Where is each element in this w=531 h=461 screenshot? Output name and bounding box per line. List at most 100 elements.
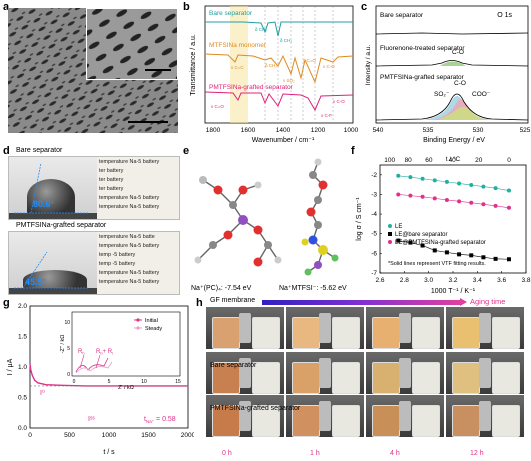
cond-fit-2 [398,240,509,260]
eis-label-rb: Rb [78,349,85,356]
eis-ytick-0: 0 [67,372,70,378]
xps-label-grafted: PMTFSINa-grafted separator [380,74,465,81]
wm-bare-4: temperature Na-5 battery [99,195,160,201]
xps-curve-grafted [375,93,529,121]
cond-point-0-0 [396,173,401,178]
ftir-legend-monomer: MTFSINa monomer [209,42,267,49]
eis-xlabel: Z' / kΩ [118,385,134,391]
cond-legend-le: LE [395,224,402,230]
ftir-tick-1600: 1600 [241,127,256,134]
cond-ytick-1: -3 [371,191,377,198]
eis-label-rbri: Rb+ Ri [96,349,113,356]
current-iss: Iˢˢ [88,416,95,423]
contact-photo-grafted: 45.5° temperature Na-5 batte temperature… [8,231,180,295]
ftir-legend-grafted: PMTFSINa-grafted separator [209,84,294,91]
cond-marks [396,173,511,262]
cond-legend-le-marker [388,224,392,228]
cond-point-1-9 [506,205,511,210]
aging-clip-0-2 [399,313,411,343]
xps-curve-fluorenone [375,60,529,67]
aging-clip-0-3 [479,313,491,343]
eis-xtick-5: 5 [108,379,111,385]
aging-vial-right-2-0 [252,405,280,437]
cond-ytick-4: -6 [371,250,377,257]
watermark-area-grafted: temperature Na-5 batte temperature Na-5 … [97,232,179,294]
cond-legend: LE LE@bare separator LE@PMTFSINa-grafted… [388,224,486,246]
aging-vial-left-1-1 [292,362,320,394]
current-i0: I⁰ [40,389,45,397]
current-y-ticks: 0.0 0.5 1.0 1.5 2.0 [18,303,27,432]
aging-vial-right-1-2 [412,362,440,394]
eis-curve-initial [75,357,109,373]
aging-clip-1-2 [399,358,411,388]
cond-top-label: t / °C [446,155,461,163]
cond-xtick-6: 3.8 [521,277,530,284]
eis-ytick-5: 5 [67,346,70,352]
eis-legend-initial: Initial [145,318,158,324]
cond-point-1-3 [432,196,437,201]
aging-clip-1-0 [239,358,251,388]
contact-label-grafted: PMTFSINa-grafted separator [16,222,107,229]
aging-vial-right-0-0 [252,317,280,349]
current-ytick-3: 1.5 [18,334,27,341]
angle-bare: 80.6° [33,199,55,209]
aging-row-label-gf: GF membrane [210,297,256,304]
aging-photo-2-1 [286,395,364,437]
substrate-bare [9,213,97,219]
cond-point-2-3 [432,248,437,253]
cond-ylabel: log σ / S cm⁻¹ [356,197,363,241]
eis-legend-initial-marker [136,318,140,322]
cond-point-1-7 [481,202,486,207]
cond-toptick-5: 0 [507,157,511,164]
xps-frame [375,5,529,124]
cond-legend-bare-marker [388,232,392,236]
aging-clip-0-1 [319,313,331,343]
eis-xtick-10: 10 [141,379,147,385]
cond-legend-graft-marker [388,240,392,244]
aging-clip-2-3 [479,401,491,431]
aging-vial-left-2-3 [452,405,480,437]
aging-vial-right-2-1 [332,405,360,437]
aging-vial-right-0-2 [412,317,440,349]
panel-label-h: h [196,297,203,309]
ftir-ann-2: δ CH₃ [280,38,292,43]
current-xtick-3: 1500 [141,432,156,439]
wm-graft-3: temp -5 battery [99,261,136,267]
angle-grafted: 45.5° [25,277,47,287]
ftir-curve-monomer [204,53,354,84]
cond-point-0-8 [493,186,498,191]
aging-vial-right-2-3 [492,405,520,437]
ftir-highlight-band [230,6,248,123]
panel-label-c: c [361,1,368,13]
cond-point-0-1 [408,175,413,180]
cond-xtick-0: 2.6 [375,277,384,284]
aging-row-label-bare: Bare separator [210,362,257,369]
droplet-bare [27,179,75,215]
current-ytick-4: 2.0 [18,303,27,310]
ftir-ylabel: Transmittance / a.u. [190,34,197,96]
aging-vial-left-2-2 [372,405,400,437]
xps-fill-co [438,106,488,120]
aging-clip-2-1 [319,401,331,431]
ftir-ann-1: δ CH₂ [255,27,267,32]
cond-point-0-2 [420,176,425,181]
cond-point-1-1 [408,193,413,198]
cond-fit-0 [398,175,510,191]
cond-xtick-3: 3.2 [448,277,457,284]
sem-inset [86,8,178,80]
cond-xtick-1: 2.8 [400,277,409,284]
aging-vial-left-2-1 [292,405,320,437]
cond-point-1-6 [469,200,474,205]
current-xlabel: t / s [103,449,115,456]
ftir-curve-bare [205,21,353,37]
xps-xlabel: Binding Energy / eV [423,137,485,144]
sem-image [8,8,178,133]
cond-xlabel: 1000 T⁻¹ / K⁻¹ [431,288,476,295]
cond-xtick-2: 3.0 [424,277,433,284]
eis-inset: -Z'' / kΩ 0 5 10 0 5 10 15 Z' / kΩ Rb Rb… [60,311,181,391]
eis-arrow-rbri [95,354,101,369]
wm-graft-5: temperature Na-5 battery [99,279,160,285]
cond-point-2-0 [396,238,401,243]
wm-bare-0: temperature Na-5 battery [99,159,160,165]
aging-vial-right-2-2 [412,405,440,437]
